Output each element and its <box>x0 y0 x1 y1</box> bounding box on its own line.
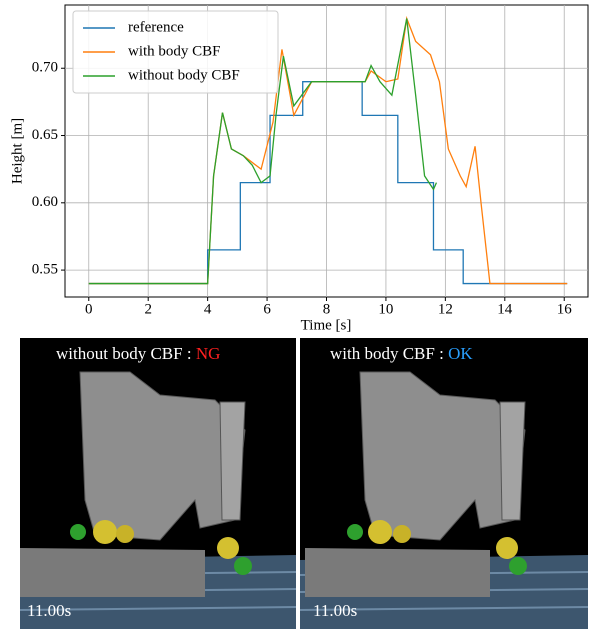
y-tick-label: 0.70 <box>32 60 58 76</box>
wheel <box>234 557 252 575</box>
wheel <box>116 525 134 543</box>
wheel <box>496 537 518 559</box>
x-tick-label: 16 <box>557 301 573 317</box>
panel-caption: with body CBF : OK <box>330 344 473 363</box>
x-tick-label: 2 <box>144 301 152 317</box>
x-tick-label: 10 <box>378 301 393 317</box>
x-tick-label: 14 <box>497 301 513 317</box>
wheel <box>93 520 117 544</box>
y-tick-label: 0.55 <box>32 262 58 278</box>
wheel <box>368 520 392 544</box>
x-tick-label: 6 <box>263 301 271 317</box>
x-tick-label: 0 <box>85 301 93 317</box>
block <box>305 548 490 597</box>
panel-time: 11.00s <box>27 601 71 620</box>
x-tick-label: 12 <box>438 301 453 317</box>
robot-leg <box>219 401 246 521</box>
wheel <box>393 525 411 543</box>
robot-body <box>79 371 246 541</box>
panel-caption: without body CBF : NG <box>56 344 220 363</box>
legend-label: with body CBF <box>128 43 221 59</box>
series-line <box>88 81 568 285</box>
block <box>20 548 205 597</box>
wheel <box>509 557 527 575</box>
legend-label: without body CBF <box>128 67 240 83</box>
legend-label: reference <box>128 19 184 35</box>
x-axis-label: Time [s] <box>301 317 352 333</box>
y-tick-label: 0.65 <box>32 127 58 143</box>
y-axis-label: Height [m] <box>9 118 25 184</box>
sim-panel <box>19 338 297 629</box>
x-tick-label: 8 <box>323 301 331 317</box>
y-tick-label: 0.60 <box>32 194 58 210</box>
robot-leg <box>499 401 526 521</box>
wheel <box>70 524 86 540</box>
sim-panel <box>299 338 589 629</box>
panel-time: 11.00s <box>313 601 357 620</box>
wheel <box>217 537 239 559</box>
legend-box <box>72 10 279 94</box>
series-line <box>88 18 438 285</box>
x-tick-label: 4 <box>204 301 212 317</box>
plot-area <box>61 5 588 301</box>
wheel <box>347 524 363 540</box>
